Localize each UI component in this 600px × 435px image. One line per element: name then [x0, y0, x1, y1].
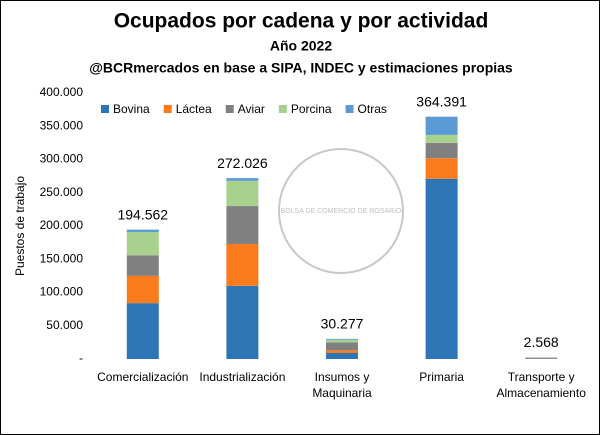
x-tick-label: Transporte y Almacenamiento — [496, 370, 586, 400]
chart-source: @BCRmercados en base a SIPA, INDEC y est… — [89, 60, 513, 76]
x-tick-label: Comercialización — [97, 370, 189, 384]
legend-swatch — [225, 105, 234, 113]
y-tick-label: 200.000 — [40, 218, 84, 232]
y-tick-label: 350.000 — [40, 118, 84, 132]
y-tick-label: 300.000 — [40, 152, 84, 166]
total-label: 30.277 — [321, 316, 364, 332]
bar-segment — [126, 303, 159, 359]
legend-label: Otras — [358, 102, 387, 116]
bar-segment — [326, 353, 358, 359]
bar-segment — [425, 116, 458, 135]
total-label: 364.391 — [416, 93, 467, 109]
legend-swatch — [278, 105, 287, 113]
bar-segment — [226, 243, 259, 286]
bar-segment — [126, 275, 159, 304]
bar-segment — [425, 142, 458, 159]
watermark-ring — [278, 148, 404, 274]
legend-swatch — [345, 105, 354, 113]
bar-segment — [126, 255, 159, 276]
y-tick-label: 100.000 — [40, 285, 84, 299]
bar-segment — [126, 229, 159, 232]
bar-segment — [525, 357, 558, 359]
bar-segment — [425, 158, 458, 179]
y-tick-label: 400.000 — [40, 85, 84, 99]
total-label: 272.026 — [217, 155, 268, 171]
legend-label: Aviar — [238, 102, 265, 116]
bar-segment — [226, 285, 259, 359]
bar-segment — [425, 178, 458, 359]
bar-segment — [226, 180, 259, 207]
bar-segment — [326, 350, 358, 354]
legend-label: Porcina — [291, 102, 332, 116]
y-tick-label: 250.000 — [40, 185, 84, 199]
y-tick-label: - — [79, 351, 83, 365]
bar-segment — [326, 339, 358, 343]
legend-label: Bovina — [113, 102, 150, 116]
x-tick-label: Insumos y Maquinaria — [312, 370, 372, 400]
bar-segment — [126, 231, 159, 256]
x-tick-label: Primaria — [419, 370, 464, 384]
bar-segment — [326, 338, 358, 340]
y-axis-label: Puestos de trabajo — [13, 176, 27, 276]
legend-swatch — [163, 105, 172, 113]
bar-segment — [226, 178, 259, 181]
bar-segment — [425, 134, 458, 143]
legend-swatch — [101, 105, 109, 113]
x-tick-label: Industrialización — [199, 370, 286, 384]
chart-title: Ocupados por cadena y por actividad — [114, 10, 489, 33]
total-label: 2.568 — [524, 334, 559, 350]
total-label: 194.562 — [117, 206, 168, 222]
chart-subtitle: Año 2022 — [270, 38, 332, 54]
y-tick-label: 50.000 — [46, 318, 83, 332]
y-tick-label: 150.000 — [40, 251, 84, 265]
bar-segment — [226, 206, 259, 244]
watermark: BOLSA DE COMERCIO DE ROSARIO — [281, 208, 403, 215]
legend-label: Láctea — [176, 102, 212, 116]
bar-segment — [326, 342, 358, 351]
